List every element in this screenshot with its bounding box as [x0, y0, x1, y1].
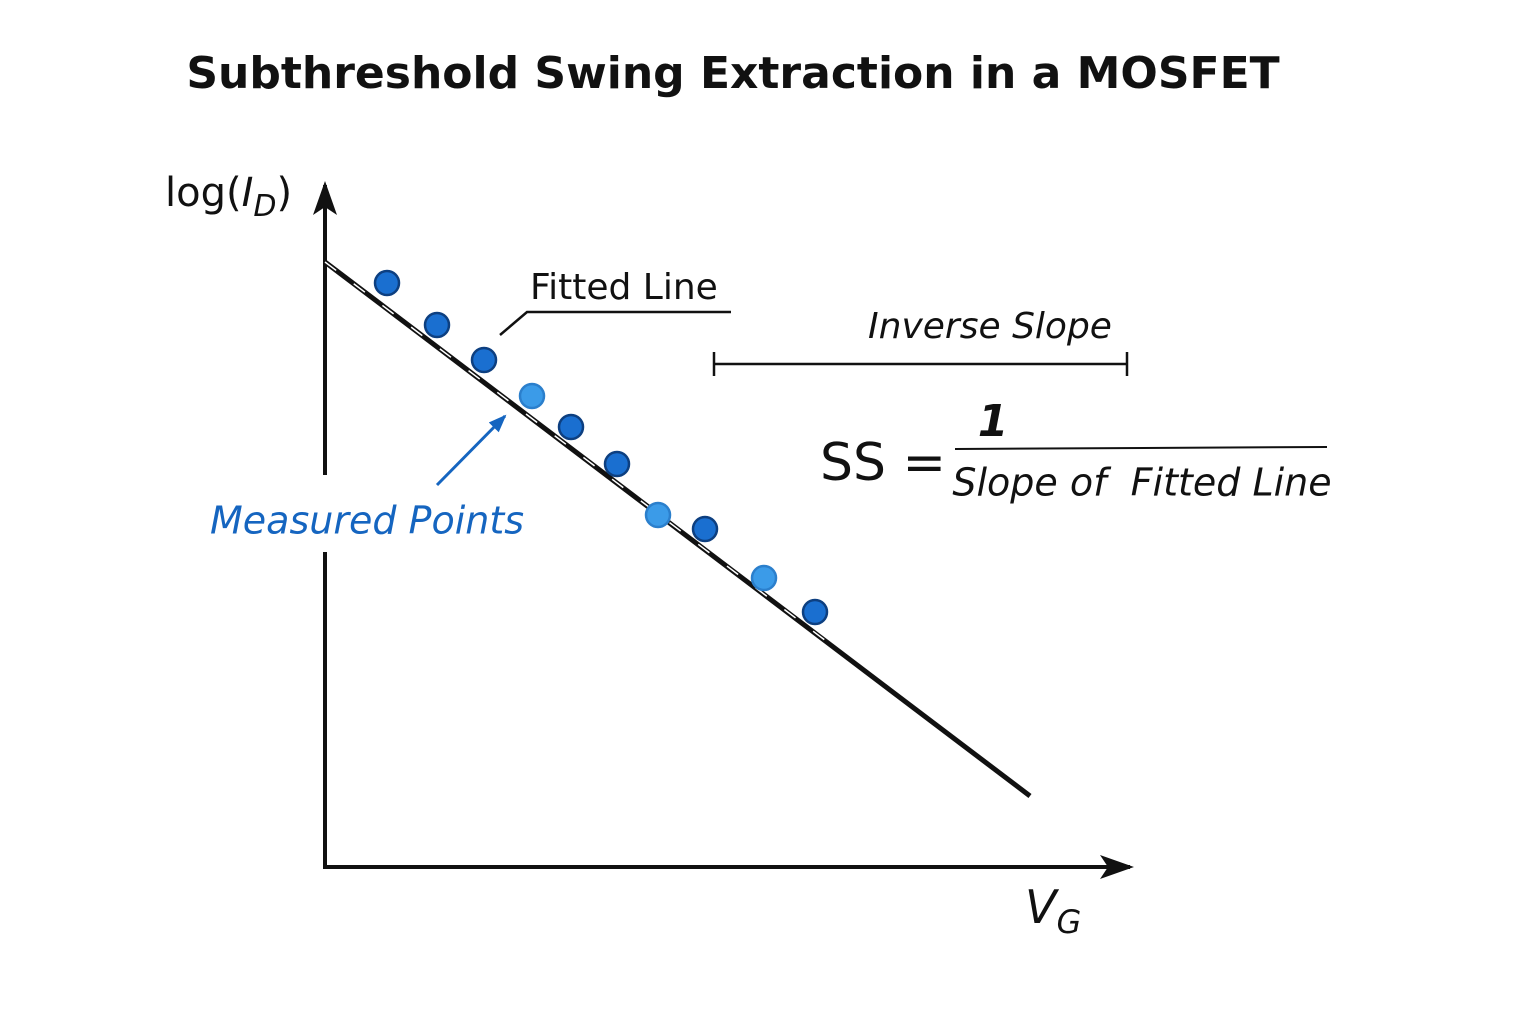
point	[518, 382, 546, 410]
point	[557, 413, 585, 441]
point	[603, 450, 631, 478]
title: Subthreshold Swing Extraction in a MOSFE…	[186, 48, 1279, 99]
y-label-subscript: D	[253, 189, 276, 224]
formula-numerator: 1	[978, 396, 1009, 447]
y-axis-label: log(ID)	[165, 170, 292, 224]
x-axis-label: VG	[1025, 880, 1081, 942]
fraction-bar	[954, 446, 1328, 450]
fitted-line-label: Fitted Line	[530, 267, 718, 308]
measured-points-arrow	[435, 414, 507, 487]
point	[644, 501, 672, 529]
formula-lhs: SS =	[820, 433, 946, 493]
measured-points	[373, 269, 829, 626]
x-label-variable: V	[1025, 880, 1060, 934]
x-label-subscript: G	[1056, 903, 1081, 941]
point	[373, 269, 401, 297]
point	[691, 515, 719, 543]
fitted-line-leader	[499, 310, 731, 336]
inverse-slope-label: Inverse Slope	[868, 306, 1112, 347]
measured-points-label: Measured Points	[210, 499, 524, 543]
y-label-prefix: log(	[165, 170, 242, 216]
point	[470, 346, 498, 374]
inverse-slope-bracket	[712, 352, 1129, 376]
point	[801, 598, 829, 626]
y-label-suffix: )	[277, 170, 293, 216]
formula-denominator: Slope of Fitted Line	[952, 461, 1331, 505]
y-label-variable: I	[242, 170, 254, 216]
point	[423, 311, 451, 339]
point	[750, 564, 778, 592]
